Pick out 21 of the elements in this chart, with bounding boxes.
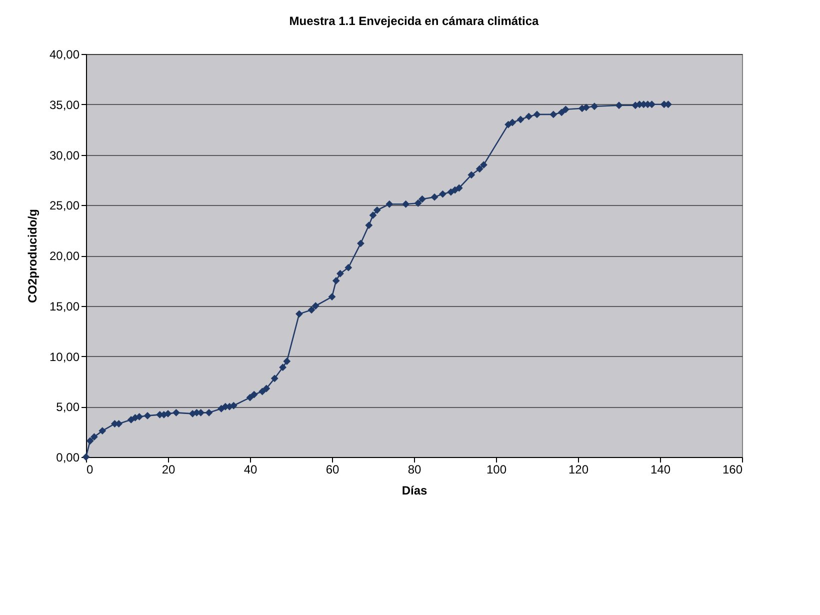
y-tick-label: 10,00 <box>49 350 80 364</box>
y-tick-label: 25,00 <box>49 198 80 213</box>
y-axis-title: CO2producido/g <box>25 209 40 303</box>
x-tick-label: 120 <box>568 462 589 476</box>
x-tick-label: 80 <box>408 462 422 476</box>
x-tick-label: 40 <box>244 462 258 476</box>
y-tick-label: 35,00 <box>49 98 80 112</box>
x-tick-label: 0 <box>86 462 94 476</box>
y-tick-label: 0,00 <box>56 450 80 464</box>
chart-title: Muestra 1.1 Envejecida en cámara climática <box>289 14 540 28</box>
x-tick-label: 160 <box>722 462 743 476</box>
y-tick-label: 20,00 <box>49 249 80 263</box>
x-tick-label: 20 <box>162 462 176 476</box>
y-tick-label: 5,00 <box>56 400 80 414</box>
x-tick-label: 140 <box>650 462 671 476</box>
y-tick-label: 30,00 <box>49 148 80 162</box>
y-tick-label: 40,00 <box>49 48 80 62</box>
x-tick-label: 60 <box>326 462 340 476</box>
x-axis-title: Días <box>402 484 428 498</box>
x-tick-label: 100 <box>486 462 507 476</box>
y-tick-label: 15,00 <box>49 299 80 314</box>
